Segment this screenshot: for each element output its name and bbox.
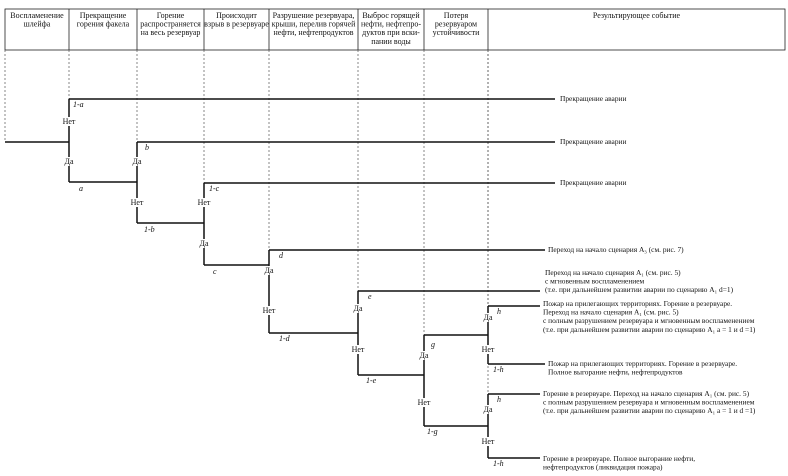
branch-label-bg [481, 313, 495, 322]
branch-label: Нет [352, 345, 365, 354]
branch-label-bg [481, 405, 495, 414]
outcome-text: с полным разрушением резервуара и мгнове… [543, 316, 755, 325]
branch-label-bg [417, 398, 431, 407]
outcome-text: Прекращение аварии [560, 137, 626, 146]
outcome-text: Переход на начало сценария А₁ (см. рис. … [545, 268, 681, 277]
branch-label: Да [199, 239, 208, 248]
branch-label: Да [64, 157, 73, 166]
branch-label-bg [481, 437, 495, 446]
branch-label-bg [197, 198, 211, 207]
probability-label: h [497, 395, 501, 404]
header-column-label: крыши, перелив горячей [272, 20, 356, 29]
outcome-text: Прекращение аварии [560, 94, 626, 103]
outcome-text: (т.е. при дальнейшем развитии аварии по … [543, 406, 756, 415]
probability-label: a [79, 184, 83, 193]
probability-label: 1-h [493, 459, 504, 468]
probability-label: d [279, 251, 284, 260]
header-column-label: нефти, нефтепродуктов [273, 28, 353, 37]
header-column-label: Прекращение [80, 11, 127, 20]
outcome-text: Пожар на прилегающих территориях. Горени… [548, 359, 737, 368]
outcome-text: Горение в резервуаре. Переход на начало … [543, 389, 750, 398]
probability-label: 1-b [144, 225, 155, 234]
branch-label-bg [481, 345, 495, 354]
probability-label: h [497, 307, 501, 316]
branch-label: Да [419, 351, 428, 360]
probability-label: c [213, 267, 217, 276]
probability-label: g [431, 340, 435, 349]
outcome-text: нефтепродуктов (ликвидация пожара) [543, 463, 663, 472]
header-column-label: шлейфа [24, 20, 51, 29]
branch-label: Нет [63, 117, 76, 126]
header-column-label: Происходит [216, 11, 257, 20]
header-column-label: Выброс горящей [362, 11, 420, 20]
header-column-label: распространяется [140, 20, 201, 29]
branch-label-bg [262, 306, 276, 315]
probability-label: 1-g [427, 427, 438, 436]
probability-label: 1-e [366, 376, 377, 385]
header-column-label: горения факела [77, 20, 130, 29]
branch-label-bg [417, 351, 431, 360]
header-column-label: на весь резервуар [141, 28, 201, 37]
header-column-label: Результирующее событие [593, 11, 681, 20]
outcome-text: с полным разрушением резервуара и мгнове… [543, 398, 755, 407]
branch-label-bg [262, 266, 276, 275]
outcome-text: Пожар на прилегающих территориях. Горени… [543, 299, 732, 308]
probability-label: 1-c [209, 184, 220, 193]
branch-label: Да [264, 266, 273, 275]
header-column-label: Разрушение резервуара, [273, 11, 355, 20]
branch-label-bg [351, 304, 365, 313]
outcome-text: (т.е. при дальнейшем развитии аварии по … [545, 285, 734, 294]
probability-label: 1-h [493, 365, 504, 374]
branch-label: Нет [482, 437, 495, 446]
header-column-label: устойчивости [433, 28, 480, 37]
branch-label: Да [483, 405, 492, 414]
branch-label: Нет [131, 198, 144, 207]
outcome-text: (т.е. при дальнейшем развитии аварии по … [543, 325, 756, 334]
probability-label: b [145, 143, 149, 152]
header-column-label: дуктов при вски- [362, 28, 420, 37]
outcome-text: Полное выгорание нефти, нефтепродуктов [548, 368, 683, 377]
header-column-label: Потеря [444, 11, 469, 20]
branch-label-bg [62, 157, 76, 166]
header-column-label: резервуаром [435, 20, 477, 29]
header-column-label: взрыв в резервуаре [204, 20, 269, 29]
outcome-text: Переход на начало сценария А₁ (см. рис. … [543, 308, 679, 317]
outcome-text: Прекращение аварии [560, 178, 626, 187]
probability-label: e [368, 292, 372, 301]
branch-label-bg [197, 239, 211, 248]
branch-label: Нет [418, 398, 431, 407]
header-column-label: Горение [157, 11, 185, 20]
branch-label-bg [130, 198, 144, 207]
branch-label: Да [483, 313, 492, 322]
header-column-label: нефти, нефтепро- [361, 20, 421, 29]
outcome-text: Переход на начало сценария А₃ (см. рис. … [548, 245, 684, 254]
probability-label: 1-a [73, 100, 84, 109]
branch-label: Да [132, 157, 141, 166]
probability-label: 1-d [279, 334, 291, 343]
branch-label-bg [351, 345, 365, 354]
branch-label-bg [62, 117, 76, 126]
branch-label: Нет [263, 306, 276, 315]
branch-label: Нет [482, 345, 495, 354]
outcome-text: Горение в резервуаре. Полное выгорание н… [543, 454, 695, 463]
header-table [4, 8, 786, 51]
header-column-label: Воспламенение [10, 11, 64, 20]
header-column-label: пании воды [371, 37, 411, 46]
outcome-text: с мгновенным воспламенением [545, 277, 645, 286]
branch-label: Да [353, 304, 362, 313]
branch-label: Нет [198, 198, 211, 207]
branch-label-bg [130, 157, 144, 166]
